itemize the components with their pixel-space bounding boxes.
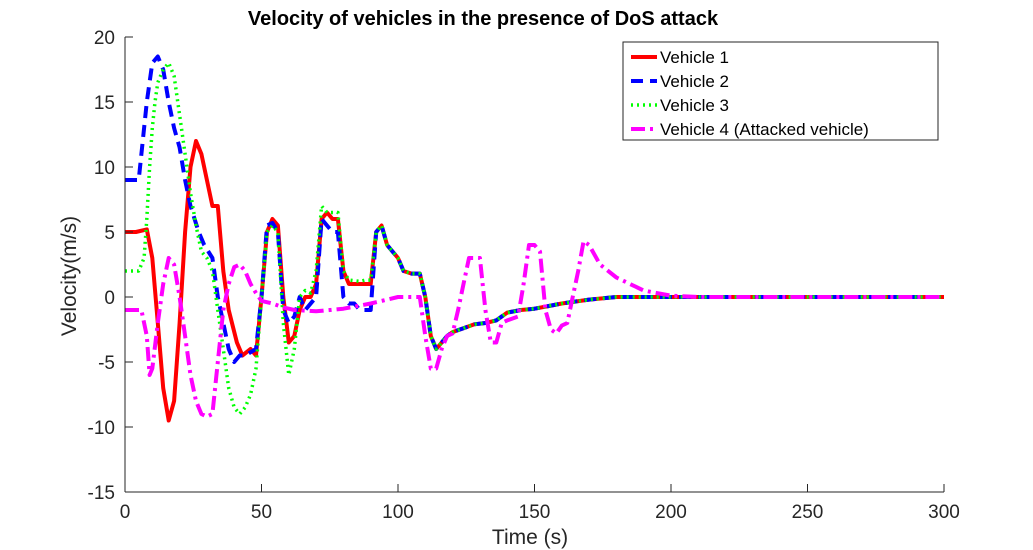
y-tick-label: 5 — [104, 223, 115, 244]
chart-title: Velocity of vehicles in the presence of … — [248, 8, 719, 30]
legend-label: Vehicle 1 — [660, 48, 729, 67]
series-line-vehicle-3 — [125, 61, 944, 416]
x-tick-label: 150 — [519, 502, 551, 523]
x-axis-title: Time (s) — [492, 526, 568, 549]
y-tick-label: -5 — [98, 353, 115, 374]
x-tick-label: 250 — [792, 502, 824, 523]
y-axis-title: Velocity(m/s) — [58, 216, 81, 336]
x-tick-label: 50 — [251, 502, 272, 523]
x-tick-label: 200 — [655, 502, 687, 523]
plot-area — [125, 54, 944, 423]
legend-label: Vehicle 4 (Attacked vehicle) — [660, 120, 869, 139]
y-tick-label: -15 — [88, 483, 115, 504]
x-tick-label: 100 — [382, 502, 414, 523]
x-tick-label: 0 — [120, 502, 131, 523]
y-tick-label: 10 — [94, 158, 115, 179]
legend-label: Vehicle 3 — [660, 96, 729, 115]
legend-label: Vehicle 2 — [660, 72, 729, 91]
x-tick-label: 300 — [928, 502, 960, 523]
legend-box — [622, 41, 939, 141]
series-line-vehicle-2 — [125, 54, 944, 364]
y-tick-label: 0 — [104, 288, 115, 309]
axes: 0 50 100 150 200 250 300 -15 -10 -5 0 5 10 15 20 — [88, 28, 960, 523]
legend: Vehicle 1 Vehicle 2 Vehicle 3 Vehicle 4 (At… — [622, 41, 939, 141]
y-tick-label: 20 — [94, 28, 115, 49]
series-line-vehicle-4 — [125, 239, 944, 419]
y-tick-label: 15 — [94, 93, 115, 114]
y-tick-label: -10 — [88, 418, 115, 439]
